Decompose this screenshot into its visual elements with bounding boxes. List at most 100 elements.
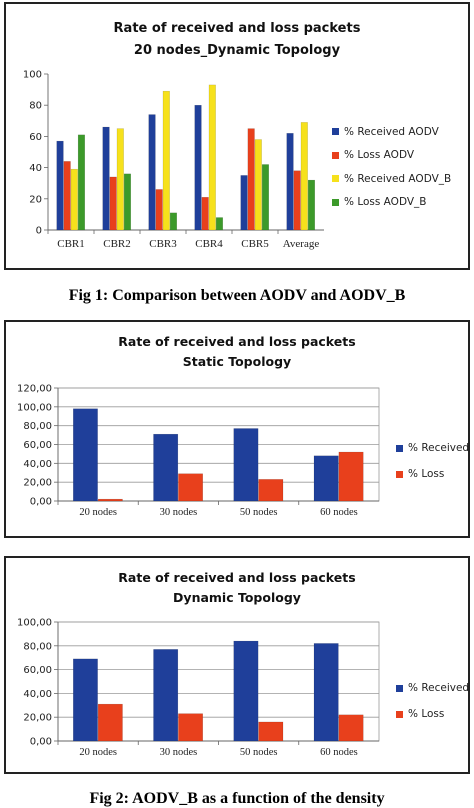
y-tick-label: 80,00 — [23, 641, 52, 652]
y-tick-label: 20 — [29, 194, 42, 205]
legend-item: % Loss AODV — [332, 144, 451, 168]
y-tick-label: 100,00 — [17, 402, 52, 413]
y-tick-label: 80,00 — [23, 421, 52, 432]
bar — [258, 721, 284, 742]
bar — [97, 498, 123, 502]
x-category-label: 50 nodes — [240, 507, 278, 518]
bar-chart-plot: 0,00 20,00 40,00 60,00 80,00 100,00 120,00 20 n… — [17, 384, 380, 518]
bar — [109, 176, 117, 231]
legend-item: % Received AODV_B — [332, 167, 451, 191]
bar — [338, 451, 364, 502]
bar — [153, 433, 179, 502]
legend-label: % Loss AODV — [344, 149, 415, 162]
bar — [247, 128, 255, 231]
y-tick-label: 20,00 — [23, 478, 52, 489]
chart-title-block: Rate of received and loss packets Static… — [6, 332, 468, 372]
legend-item: % Loss — [396, 461, 469, 487]
y-tick-label: 40,00 — [23, 689, 52, 700]
bar — [300, 122, 308, 231]
bar — [208, 84, 216, 231]
bar — [102, 126, 110, 231]
bar — [233, 640, 259, 742]
legend-swatch — [332, 151, 339, 159]
x-category-label: CBR3 — [149, 238, 177, 250]
legend-label: % Received AODV_B — [344, 172, 452, 185]
y-tick-label: 60 — [29, 132, 42, 143]
bar — [155, 189, 163, 231]
legend-swatch — [396, 684, 403, 692]
bar — [338, 714, 364, 742]
chart-panel-dynamic-topology: Rate of received and loss packets Dynami… — [4, 556, 470, 774]
legend-swatch — [396, 470, 403, 478]
bar — [70, 168, 78, 231]
bar-chart-plot: 0,00 20,00 40,00 60,00 80,00 100,00 20 nodes 30… — [17, 618, 380, 758]
bar — [153, 649, 179, 742]
legend-label: % Received AODV — [344, 125, 439, 138]
x-category-label: CBR4 — [195, 238, 223, 250]
legend-label: % Loss — [408, 468, 445, 480]
bar — [194, 104, 202, 231]
bar — [162, 90, 170, 231]
bar — [148, 114, 156, 231]
legend-item: % Received — [396, 435, 469, 461]
x-category-label: 60 nodes — [320, 507, 358, 518]
chart-subtitle: Dynamic Topology — [173, 590, 301, 605]
legend-swatch — [332, 175, 339, 183]
figure-caption: Fig 1: Comparison between AODV and AODV_… — [68, 287, 406, 304]
chart-legend: % Received AODV % Loss AODV % Received AOD… — [332, 120, 451, 214]
y-tick-label: 120,00 — [17, 384, 52, 395]
chart-title-block: Rate of received and loss packets 20 nod… — [6, 18, 468, 62]
chart-legend: % Received % Loss — [396, 675, 469, 727]
legend-item: % Received — [396, 675, 469, 701]
chart-title: Rate of received and loss packets — [118, 334, 356, 349]
legend-swatch — [396, 444, 403, 452]
bar — [215, 217, 223, 231]
legend-label: % Received — [408, 442, 470, 454]
x-category-label: CBR1 — [57, 238, 85, 250]
legend-label: % Loss — [408, 708, 445, 720]
bar — [307, 179, 315, 231]
bar — [77, 134, 85, 231]
bar — [97, 703, 123, 742]
x-category-label: 50 nodes — [240, 747, 278, 758]
bar — [73, 658, 98, 742]
chart-subtitle: Static Topology — [182, 354, 292, 369]
y-tick-label: 60,00 — [23, 665, 52, 676]
bar — [233, 428, 259, 502]
chart-subtitle: 20 nodes_Dynamic Topology — [133, 43, 341, 58]
legend-item: % Received AODV — [332, 120, 451, 144]
legend-swatch — [332, 198, 339, 206]
figure-caption: Fig 2: AODV_B as a function of the densi… — [89, 790, 385, 807]
y-tick-label: 0,00 — [30, 737, 52, 748]
legend-item: % Loss — [396, 701, 469, 727]
bar — [116, 128, 124, 231]
legend-label: % Received — [408, 682, 470, 694]
bar — [178, 713, 203, 742]
y-tick-label: 100 — [23, 70, 42, 81]
legend-swatch — [332, 128, 339, 136]
x-category-label: 30 nodes — [160, 507, 198, 518]
y-tick-label: 0,00 — [30, 497, 52, 508]
bar — [56, 140, 64, 231]
chart-title: Rate of received and loss packets — [113, 21, 361, 36]
bar — [73, 408, 98, 502]
bar — [169, 212, 177, 231]
chart-legend: % Received % Loss — [396, 435, 469, 487]
x-category-label: 20 nodes — [79, 747, 117, 758]
y-tick-label: 0 — [36, 226, 42, 237]
bar — [258, 479, 284, 502]
x-category-label: Average — [283, 238, 320, 250]
bar — [293, 170, 301, 231]
y-tick-label: 60,00 — [23, 440, 52, 451]
bar — [313, 643, 339, 742]
bar — [63, 161, 71, 231]
y-tick-label: 40 — [29, 163, 42, 174]
y-tick-label: 20,00 — [23, 713, 52, 724]
bar-chart-plot: 0 20 40 60 80 100 CBR1 CBR2 CBR3 CBR4 CBR5 Average — [23, 70, 324, 250]
bar — [254, 139, 262, 231]
bar — [178, 473, 203, 502]
x-category-label: 30 nodes — [160, 747, 198, 758]
x-category-label: 20 nodes — [79, 507, 117, 518]
bar — [313, 455, 339, 502]
bar — [261, 164, 269, 231]
